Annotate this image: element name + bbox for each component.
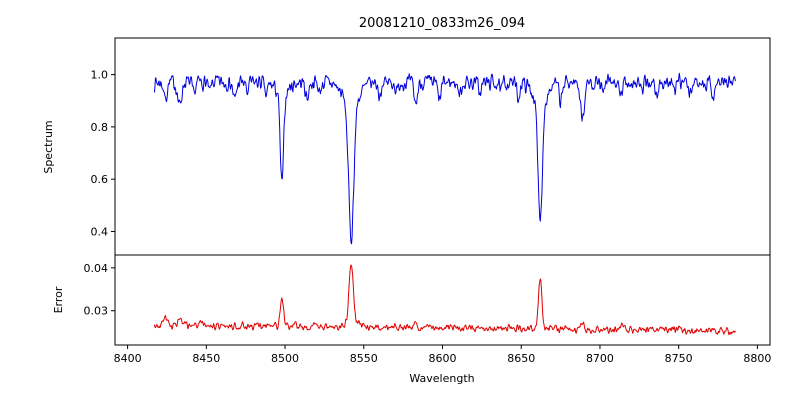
chart-title: 20081210_0833m26_094 <box>359 16 525 31</box>
error-panel-border <box>114 254 771 346</box>
spectrum-y-axis-label: Spectrum <box>42 120 55 173</box>
x-tick-label: 8400 <box>114 352 142 365</box>
x-tick-label: 8450 <box>192 352 220 365</box>
x-tick-label: 8550 <box>350 352 378 365</box>
spectrum-line <box>153 72 736 245</box>
error-y-tick-label: 0.04 <box>84 262 109 275</box>
spectrum-y-tick-label: 0.4 <box>91 225 109 238</box>
x-tick-label: 8750 <box>665 352 693 365</box>
error-y-axis-label: Error <box>52 286 65 313</box>
spectrum-y-tick-label: 0.8 <box>91 121 109 134</box>
plot-area: 0.4 0.6 0.8 1.0 0.03 0.04 8400 8450 8500 8550 8600… <box>84 37 771 365</box>
x-axis-label: Wavelength <box>409 372 474 385</box>
x-tick-label: 8600 <box>429 352 457 365</box>
error-y-tick-label: 0.03 <box>84 305 109 318</box>
spectrum-y-tick-label: 1.0 <box>91 69 109 82</box>
spectrum-panel-border <box>114 37 771 256</box>
spectrum-y-tick-label: 0.6 <box>91 173 109 186</box>
x-tick-label: 8700 <box>586 352 614 365</box>
x-tick-label: 8650 <box>507 352 535 365</box>
error-line <box>153 264 736 336</box>
x-tick-label: 8500 <box>271 352 299 365</box>
x-tick-label: 8800 <box>743 352 771 365</box>
